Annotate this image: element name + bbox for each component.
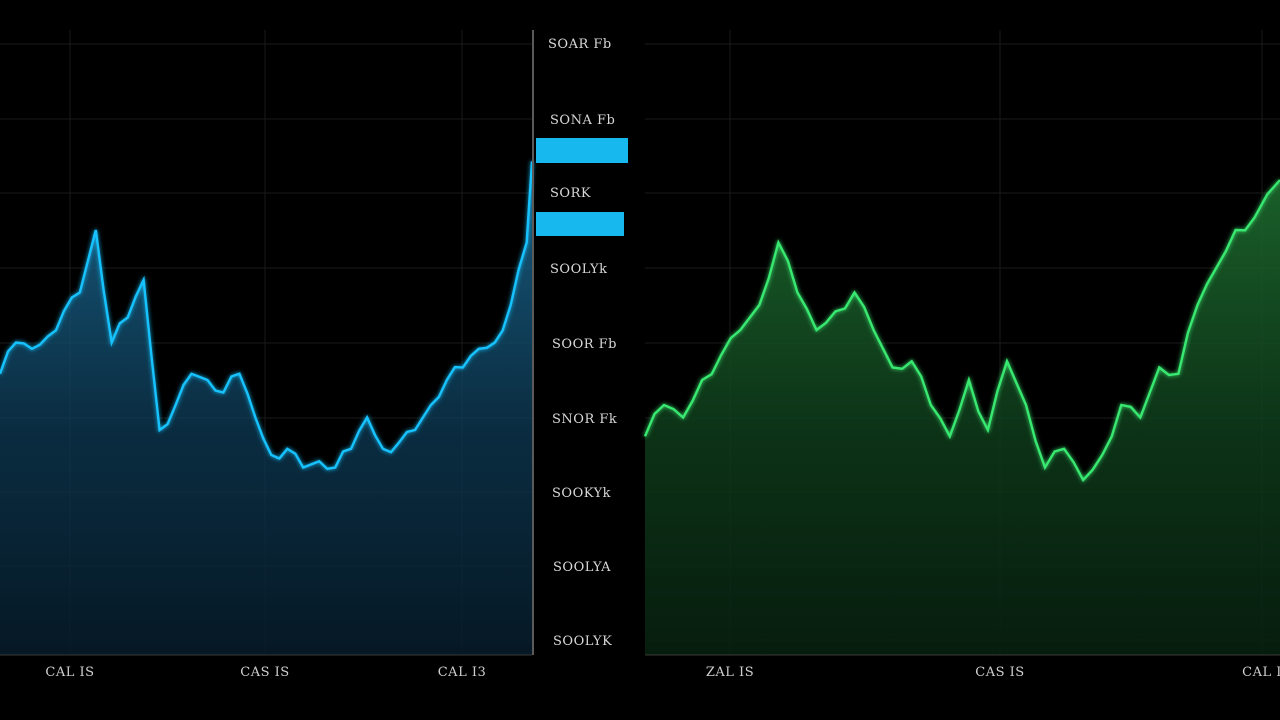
y-tick-label: SOOLYK bbox=[553, 634, 612, 649]
y-tick-label: SOOKYk bbox=[552, 486, 611, 501]
y-tick-label: SNOR Fk bbox=[552, 412, 617, 427]
right-chart: ZAL IS CAS IS CAL I bbox=[643, 30, 1280, 680]
left-chart: CAL IS CAS IS CAL I3 bbox=[0, 30, 534, 680]
y-tick-label: SOOR Fb bbox=[552, 337, 617, 352]
y-tick-label: SORK bbox=[550, 186, 591, 201]
left-series-area bbox=[0, 161, 532, 656]
right-series-line bbox=[643, 179, 1280, 483]
left-x-tick-label: CAL IS bbox=[45, 665, 94, 680]
left-series-line bbox=[0, 161, 534, 471]
right-x-tick-label: CAL I bbox=[1242, 665, 1280, 680]
price-tag bbox=[536, 212, 624, 236]
y-tick-label: SOAR Fb bbox=[548, 37, 612, 52]
y-tick-label: SOOLYk bbox=[550, 262, 607, 277]
right-x-tick-label: CAS IS bbox=[975, 665, 1024, 680]
left-x-tick-label: CAS IS bbox=[240, 665, 289, 680]
left-x-tick-label: CAL I3 bbox=[438, 665, 487, 680]
y-tick-label: SONA Fb bbox=[550, 113, 615, 128]
right-series-area bbox=[645, 180, 1280, 655]
y-axis-labels: SOAR Fb SONA Fb SORK SOOLYk SOOR Fb SNOR… bbox=[548, 37, 617, 649]
right-x-tick-label: ZAL IS bbox=[706, 665, 754, 680]
price-tag bbox=[536, 138, 628, 163]
y-tick-label: SOOLYA bbox=[553, 560, 611, 575]
